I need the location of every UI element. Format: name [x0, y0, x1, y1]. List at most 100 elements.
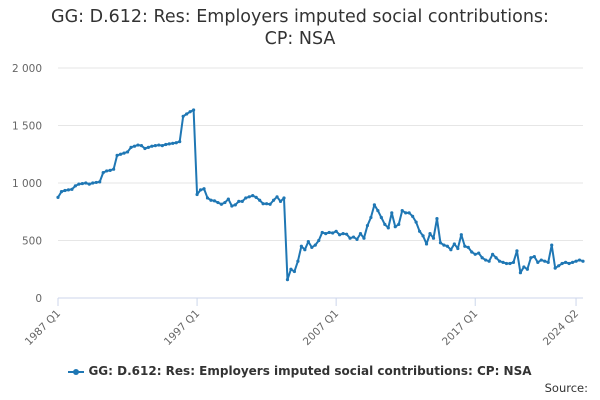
data-point[interactable]	[271, 198, 276, 202]
data-point[interactable]	[522, 265, 526, 269]
data-point[interactable]	[529, 256, 533, 260]
data-point[interactable]	[417, 229, 422, 233]
data-point[interactable]	[143, 146, 147, 151]
data-point[interactable]	[278, 199, 283, 203]
data-point[interactable]	[456, 246, 460, 251]
data-point[interactable]	[202, 187, 206, 191]
data-point[interactable]	[466, 245, 470, 249]
data-point[interactable]	[160, 144, 164, 148]
data-point[interactable]	[484, 258, 488, 262]
data-point[interactable]	[226, 197, 230, 201]
data-point[interactable]	[407, 211, 411, 215]
data-point[interactable]	[358, 232, 363, 236]
data-point[interactable]	[70, 187, 74, 191]
data-point[interactable]	[157, 143, 161, 147]
data-point[interactable]	[379, 215, 383, 220]
data-point[interactable]	[223, 200, 227, 205]
data-point[interactable]	[574, 259, 578, 263]
data-point[interactable]	[449, 248, 453, 252]
data-point[interactable]	[376, 209, 380, 213]
data-point[interactable]	[463, 244, 467, 248]
data-point[interactable]	[282, 196, 286, 200]
data-point[interactable]	[442, 243, 446, 247]
data-point[interactable]	[365, 223, 370, 228]
data-point[interactable]	[251, 194, 255, 198]
data-point[interactable]	[338, 233, 342, 237]
data-point[interactable]	[431, 236, 436, 240]
data-point[interactable]	[355, 237, 359, 241]
data-point[interactable]	[459, 233, 463, 237]
data-point[interactable]	[421, 234, 425, 238]
data-point[interactable]	[292, 269, 297, 274]
data-point[interactable]	[313, 243, 317, 247]
data-point[interactable]	[564, 260, 568, 264]
data-point[interactable]	[94, 180, 98, 185]
data-point[interactable]	[146, 145, 150, 149]
data-point[interactable]	[66, 188, 71, 192]
data-point[interactable]	[501, 260, 505, 264]
data-point[interactable]	[178, 140, 182, 144]
data-point[interactable]	[504, 261, 509, 266]
data-point[interactable]	[553, 266, 557, 270]
data-point[interactable]	[87, 182, 91, 186]
data-point[interactable]	[153, 144, 157, 148]
data-point[interactable]	[150, 144, 154, 148]
data-point[interactable]	[233, 203, 237, 207]
data-point[interactable]	[230, 204, 234, 208]
data-point[interactable]	[324, 232, 328, 236]
data-point[interactable]	[212, 199, 217, 203]
data-point[interactable]	[174, 141, 178, 145]
data-point[interactable]	[515, 249, 519, 253]
data-point[interactable]	[536, 260, 540, 264]
data-point[interactable]	[480, 256, 484, 260]
data-point[interactable]	[98, 180, 102, 184]
data-point[interactable]	[216, 200, 220, 205]
data-point[interactable]	[491, 252, 495, 256]
data-point[interactable]	[195, 192, 199, 197]
data-point[interactable]	[112, 167, 116, 171]
data-point[interactable]	[438, 241, 443, 245]
data-point[interactable]	[400, 209, 404, 213]
data-point[interactable]	[518, 271, 523, 275]
data-point[interactable]	[473, 252, 477, 256]
data-point[interactable]	[414, 220, 418, 224]
data-point[interactable]	[209, 198, 213, 202]
data-point[interactable]	[181, 114, 185, 118]
data-point[interactable]	[570, 260, 575, 264]
data-point[interactable]	[508, 261, 512, 266]
data-point[interactable]	[550, 243, 554, 247]
data-point[interactable]	[118, 152, 123, 156]
data-point[interactable]	[487, 259, 491, 263]
data-point[interactable]	[185, 112, 189, 116]
data-point[interactable]	[369, 215, 373, 220]
data-point[interactable]	[386, 226, 390, 230]
data-point[interactable]	[334, 229, 338, 233]
data-point[interactable]	[265, 202, 269, 206]
data-point[interactable]	[244, 196, 248, 200]
data-point[interactable]	[497, 259, 502, 263]
data-point[interactable]	[567, 261, 571, 266]
data-point[interactable]	[205, 196, 210, 200]
data-point[interactable]	[136, 143, 140, 147]
data-point[interactable]	[247, 195, 251, 199]
data-point[interactable]	[383, 222, 387, 226]
data-point[interactable]	[122, 151, 126, 155]
data-point[interactable]	[91, 181, 95, 185]
data-point[interactable]	[303, 248, 307, 252]
data-point[interactable]	[132, 144, 137, 148]
data-point[interactable]	[306, 240, 310, 244]
data-point[interactable]	[296, 259, 300, 263]
data-point[interactable]	[435, 217, 439, 221]
data-point[interactable]	[543, 259, 547, 263]
data-point[interactable]	[511, 260, 516, 264]
data-point[interactable]	[164, 142, 168, 147]
data-point[interactable]	[125, 150, 130, 154]
data-point[interactable]	[258, 198, 262, 202]
data-point[interactable]	[268, 202, 272, 206]
data-point[interactable]	[424, 242, 429, 246]
data-point[interactable]	[581, 259, 585, 263]
data-point[interactable]	[331, 231, 335, 235]
data-point[interactable]	[362, 236, 366, 240]
data-point[interactable]	[428, 232, 432, 236]
data-point[interactable]	[261, 202, 265, 206]
